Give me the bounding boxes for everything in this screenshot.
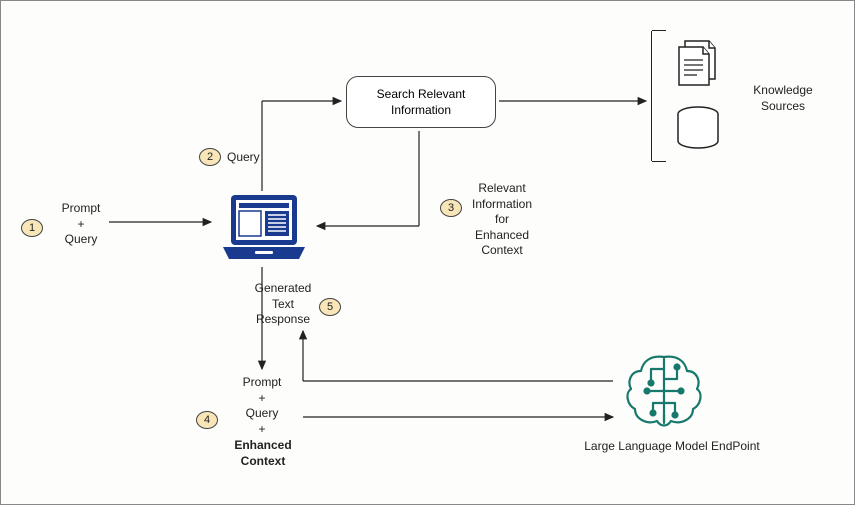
badge-2: 2: [199, 148, 221, 166]
label-query: Query: [227, 150, 277, 166]
label-prompt-query: Prompt+Query: [56, 201, 106, 248]
brain-icon: [621, 351, 707, 433]
label-llm-endpoint: Large Language Model EndPoint: [557, 439, 787, 455]
label-relevant-info: RelevantInformationforEnhancedContext: [462, 181, 542, 259]
database-icon: [673, 105, 723, 151]
label-prompt-query-plus: Prompt+Query+: [227, 375, 297, 437]
knowledge-bracket: [651, 31, 652, 161]
badge-5: 5: [319, 298, 341, 316]
label-knowledge-sources: KnowledgeSources: [743, 83, 823, 114]
diagram-canvas: Search RelevantInformation: [0, 0, 855, 505]
badge-1: 1: [21, 219, 43, 237]
label-generated-response: GeneratedTextResponse: [248, 281, 318, 328]
laptop-icon: [219, 193, 309, 265]
badge-4: 4: [196, 411, 218, 429]
documents-icon: [673, 39, 723, 93]
search-relevant-box: Search RelevantInformation: [346, 76, 496, 128]
badge-3: 3: [440, 199, 462, 217]
label-enhanced-context: EnhancedContext: [223, 438, 303, 469]
